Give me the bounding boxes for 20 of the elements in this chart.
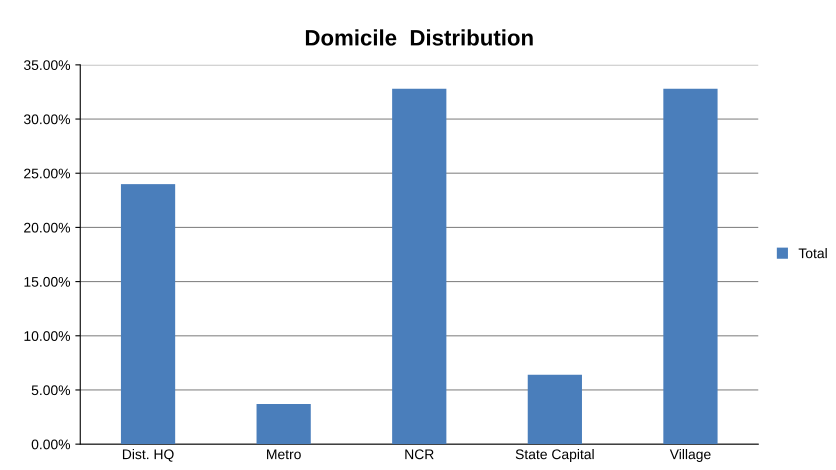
x-tick-label: NCR bbox=[405, 449, 434, 460]
bar bbox=[120, 184, 176, 444]
y-tick-label: 35.00% bbox=[24, 60, 70, 70]
y-tick-label: 0.00% bbox=[32, 439, 70, 450]
x-tick-label: State Capital bbox=[516, 449, 594, 462]
y-tick-label: 10.00% bbox=[24, 331, 70, 341]
bar bbox=[392, 88, 446, 444]
bar bbox=[256, 404, 311, 444]
y-tick-label: 25.00% bbox=[24, 168, 70, 178]
x-tick-label: Dist. HQ bbox=[122, 449, 174, 462]
y-tick-label: 5.00% bbox=[32, 385, 70, 396]
bar bbox=[663, 88, 718, 444]
x-tick-label: Village bbox=[670, 449, 711, 462]
x-tick-label: Metro bbox=[267, 450, 301, 460]
y-tick-label: 30.00% bbox=[24, 114, 70, 124]
y-tick-label: 15.00% bbox=[24, 276, 70, 287]
bar bbox=[528, 374, 582, 444]
legend-label: Total bbox=[798, 248, 827, 258]
y-tick-label: 20.00% bbox=[24, 222, 70, 233]
chart-title: Domicile Distribution bbox=[306, 29, 533, 46]
